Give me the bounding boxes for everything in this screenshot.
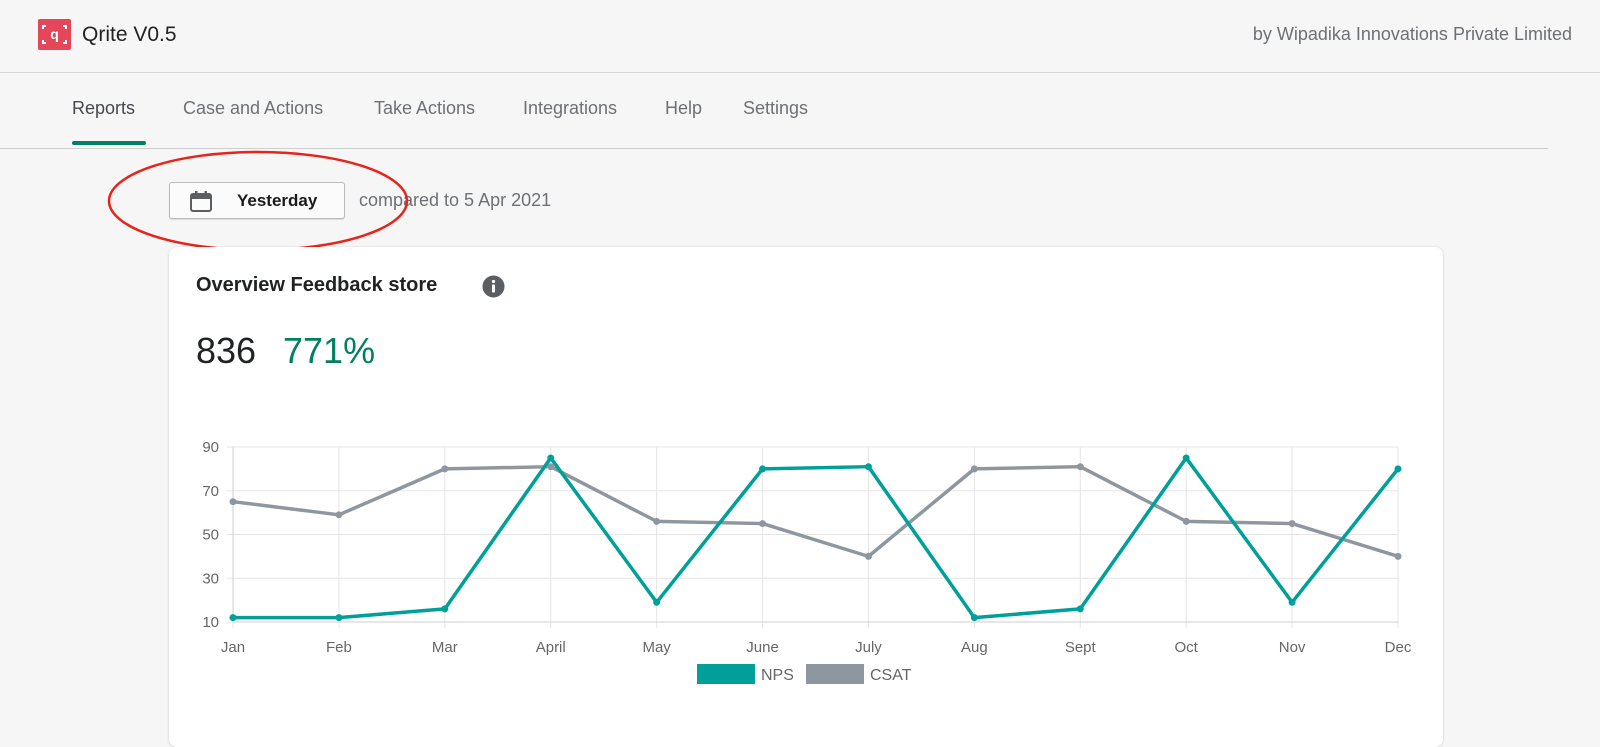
data-point-csat[interactable]: [1182, 517, 1190, 525]
x-tick-label: May: [642, 639, 671, 656]
data-point-csat[interactable]: [653, 517, 661, 525]
data-point-nps[interactable]: [970, 614, 978, 622]
data-point-csat[interactable]: [864, 552, 872, 560]
data-point-nps[interactable]: [547, 454, 555, 462]
main-nav: Reports Case and Actions Take Actions In…: [0, 74, 1548, 149]
tab-integrations[interactable]: Integrations: [523, 98, 618, 118]
metric-change: 771%: [283, 330, 376, 371]
x-tick-label: July: [855, 639, 882, 656]
tab-take-actions[interactable]: Take Actions: [374, 98, 476, 118]
series-line-csat: [232, 464, 1399, 559]
x-tick-label: April: [536, 639, 566, 656]
top-bar: q Qrite V0.5 by Wipadika Innovations Pri…: [0, 0, 1600, 73]
y-tick-label: 70: [202, 483, 219, 500]
y-tick-label: 30: [202, 570, 219, 587]
line-chart: 10 30 50 70 90 Jan Feb Mar April May June July Aug Se…: [202, 439, 1412, 684]
y-tick-label: 90: [202, 439, 219, 456]
x-tick-label: Sept: [1065, 639, 1097, 656]
data-point-csat[interactable]: [1288, 520, 1296, 528]
qrite-logo-icon: q: [38, 19, 71, 50]
x-tick-label: Nov: [1279, 639, 1306, 656]
company-byline: by Wipadika Innovations Private Limited: [1252, 24, 1572, 44]
data-point-nps[interactable]: [1182, 454, 1190, 462]
comparison-text: compared to 5 Apr 2021: [359, 190, 552, 210]
data-point-csat[interactable]: [547, 463, 555, 471]
legend-swatch-csat[interactable]: [806, 664, 864, 684]
date-range-label: Yesterday: [237, 191, 318, 210]
tab-reports[interactable]: Reports: [72, 98, 136, 118]
info-icon[interactable]: [482, 275, 505, 298]
legend-label-csat[interactable]: CSAT: [870, 667, 912, 684]
x-tick-label: Mar: [432, 639, 458, 656]
tab-help[interactable]: Help: [665, 98, 703, 118]
chart-grid: [227, 446, 1399, 628]
date-range-button[interactable]: Yesterday: [169, 182, 345, 219]
chart-legend: NPS CSAT: [697, 664, 912, 684]
x-tick-label: Dec: [1385, 639, 1412, 656]
card-title: Overview Feedback store: [196, 274, 438, 296]
chart-axis-labels: 10 30 50 70 90 Jan Feb Mar April May June July Aug Se…: [202, 439, 1412, 656]
y-tick-label: 10: [202, 614, 219, 631]
data-point-csat[interactable]: [335, 511, 343, 519]
x-tick-label: Aug: [961, 639, 988, 656]
legend-swatch-nps[interactable]: [697, 664, 755, 684]
data-point-csat[interactable]: [759, 520, 767, 528]
data-point-nps[interactable]: [759, 465, 767, 473]
x-tick-label: Oct: [1175, 639, 1199, 656]
data-point-nps[interactable]: [335, 614, 343, 622]
tab-settings[interactable]: Settings: [743, 98, 809, 118]
x-tick-label: Jan: [221, 639, 245, 656]
data-point-nps[interactable]: [1076, 605, 1084, 613]
data-point-nps[interactable]: [1394, 465, 1402, 473]
data-point-nps[interactable]: [653, 598, 661, 606]
svg-text:q: q: [50, 26, 59, 42]
overview-card: Overview Feedback store 836 771% 10 30 50 7…: [169, 247, 1443, 747]
data-point-csat[interactable]: [229, 498, 237, 506]
active-tab-indicator: [72, 141, 146, 145]
calendar-icon: [190, 191, 212, 217]
data-point-nps[interactable]: [1288, 598, 1296, 606]
metric-value: 836: [196, 330, 257, 371]
y-tick-label: 50: [202, 527, 219, 544]
data-point-csat[interactable]: [970, 465, 978, 473]
legend-label-nps[interactable]: NPS: [761, 667, 794, 684]
x-tick-label: Feb: [326, 639, 352, 656]
data-point-csat[interactable]: [441, 465, 449, 473]
data-point-nps[interactable]: [441, 605, 449, 613]
series-line-nps: [233, 456, 1400, 620]
app-title: Qrite V0.5: [82, 23, 177, 46]
tab-case-and-actions[interactable]: Case and Actions: [183, 98, 324, 118]
chart-series: [229, 454, 1402, 622]
data-point-nps[interactable]: [229, 614, 237, 622]
x-tick-label: June: [746, 639, 779, 656]
data-point-csat[interactable]: [1076, 463, 1084, 471]
data-point-csat[interactable]: [1394, 552, 1402, 560]
data-point-nps[interactable]: [864, 463, 872, 471]
